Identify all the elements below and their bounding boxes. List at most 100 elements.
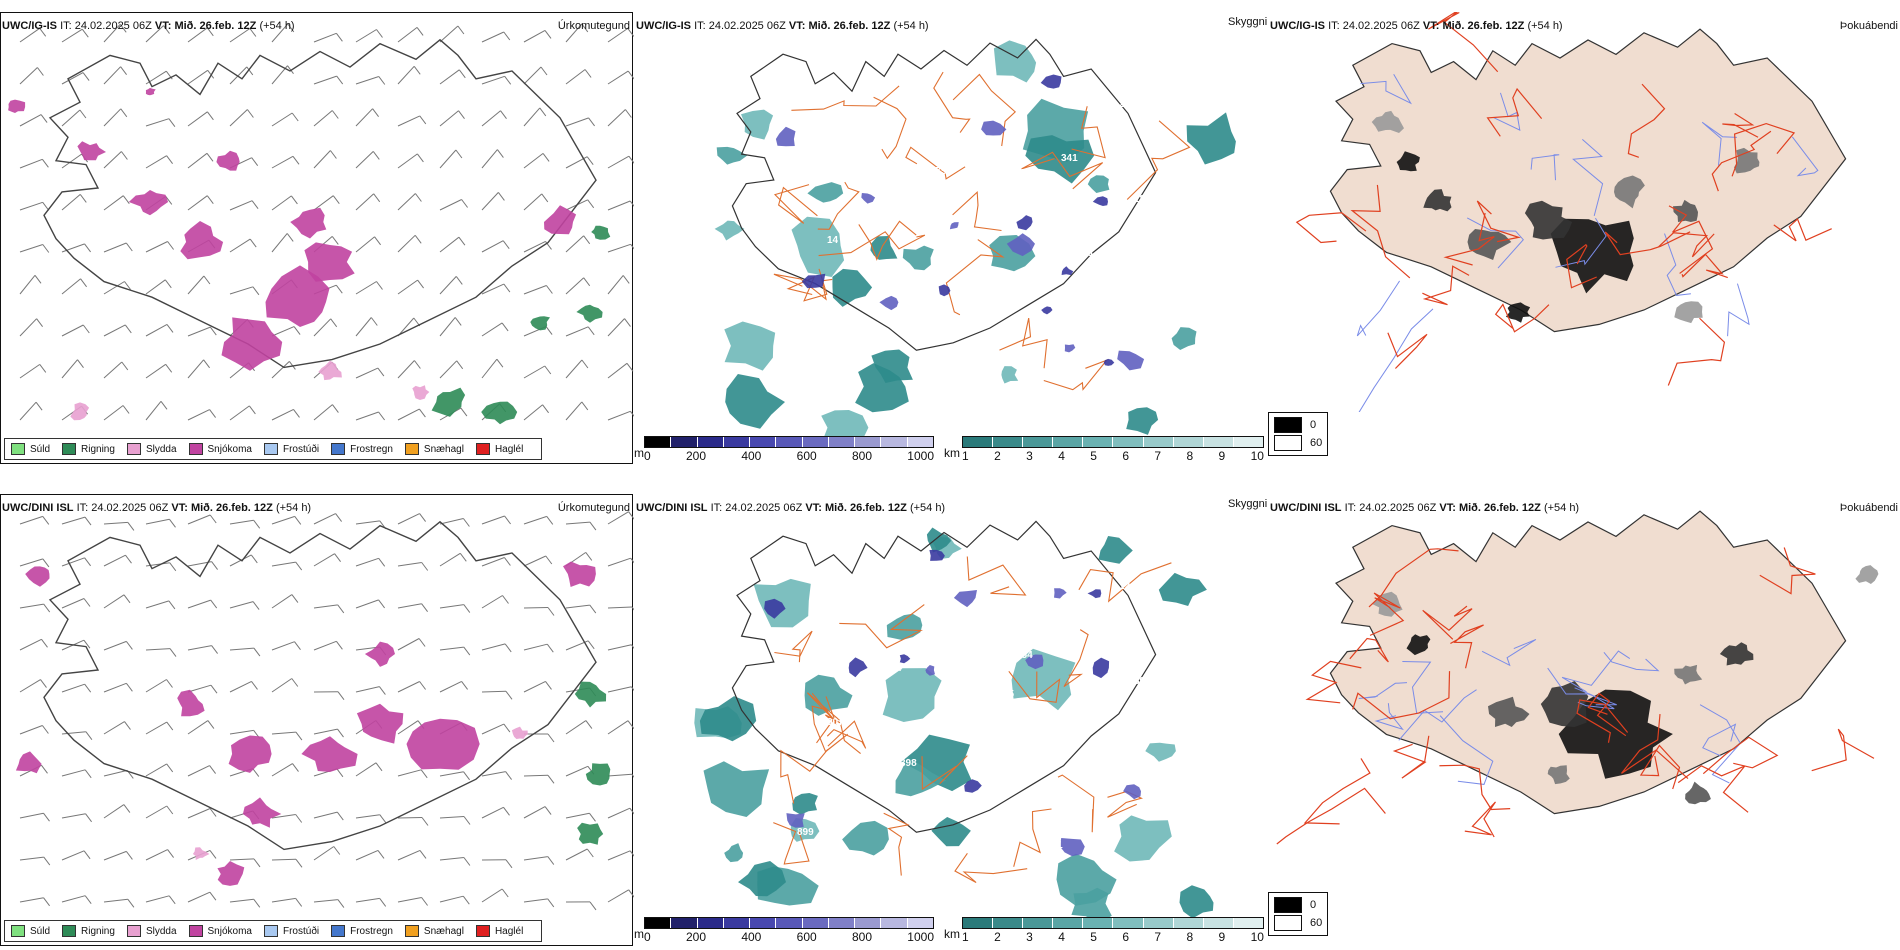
- precip-type-legend: Súld Rigning Slydda Snjókoma Frostúði Frostre…: [4, 920, 543, 942]
- legend-label: Frostregn: [350, 443, 393, 455]
- cloud-panel-bottom: 13 116 102 75 96 108 257 275 134 505 399 907 398 307 4…: [634, 494, 1266, 946]
- legend-label: Haglél: [494, 443, 524, 455]
- cloud-panel-top: 34 241 275 176 166 157 116 122 130 341 189 14 300 53 6…: [634, 12, 1266, 464]
- cloud-base-label: 977: [943, 609, 960, 620]
- colorbar-tick: 7: [1154, 930, 1162, 944]
- colorbar-cell: [723, 918, 751, 928]
- colorbar-cell: [671, 437, 698, 447]
- legend-label: Rigning: [81, 925, 115, 937]
- legend-label: Haglél: [494, 925, 524, 937]
- legend-label: Súld: [30, 443, 51, 455]
- colorbar-tick: 1000: [907, 930, 934, 944]
- colorbar-cell: [1023, 437, 1054, 447]
- legend-label: Snæhagl: [423, 443, 464, 455]
- cloud-base-label: 210: [885, 181, 902, 192]
- fog-legend-label: 60: [1310, 917, 1323, 929]
- cloud-base-unit-top: m: [634, 446, 644, 460]
- colorbar-cell: [1143, 918, 1174, 928]
- cloud-base-colorbar-top: 0 200 400 600 800 1000: [644, 436, 934, 463]
- cloud-base-label: 116: [857, 607, 874, 618]
- cloud-base-label: 399: [1134, 676, 1151, 687]
- colorbar-cell: [855, 437, 882, 447]
- cloud-map: 34 241 275 176 166 157 116 122 130 341 189 14 300 53 6…: [714, 38, 1236, 446]
- colorbar-cell: [963, 437, 994, 447]
- colorbar-tick: 1: [962, 930, 969, 944]
- colorbar-tick: 9: [1218, 930, 1226, 944]
- header-cloud-bottom: UWC/DINI ISL IT: 24.02.2025 06Z VT: Mið.…: [636, 502, 946, 514]
- colorbar-cell: [963, 918, 994, 928]
- fog-legend-swatch: [1274, 435, 1302, 451]
- fog-legend-label: 0: [1310, 419, 1317, 431]
- header-cloud-top: UWC/IG-IS IT: 24.02.2025 06Z VT: Mið. 26…: [636, 20, 929, 32]
- legend-swatch: [331, 443, 346, 455]
- cloud-base-label: 27: [1016, 168, 1028, 179]
- colorbar-cell: [1023, 918, 1054, 928]
- legend-item: Rigning: [62, 925, 115, 937]
- colorbar-cell: [855, 918, 882, 928]
- fog-legend-row: 60: [1274, 914, 1322, 932]
- legend-item: Frostúði: [263, 925, 319, 937]
- visibility-unit-top: km: [944, 446, 960, 460]
- colorbar-tick: 6: [1122, 930, 1129, 944]
- colorbar-tick: 200: [685, 930, 707, 944]
- legend-swatch: [331, 925, 346, 937]
- legend-label: Slydda: [145, 443, 177, 455]
- colorbar-tick: 2: [994, 930, 1001, 944]
- cloud-base-label: 300: [812, 622, 829, 633]
- legend-item: Frostúði: [263, 443, 320, 455]
- fog-legend-swatch: [1274, 915, 1302, 931]
- legend-item: Slydda: [126, 443, 177, 455]
- visibility-unit-bottom: km: [944, 927, 960, 941]
- colorbar-tick: 8: [1186, 449, 1194, 463]
- legend-item: Rigning: [62, 443, 115, 455]
- cloud-base-label: 116: [842, 330, 859, 341]
- fog-legend-row: 0: [1274, 896, 1322, 914]
- legend-swatch: [11, 925, 25, 937]
- colorbar-tick: 1000: [907, 449, 934, 463]
- fog-map: [1295, 12, 1847, 412]
- cloud-base-label: 398: [900, 758, 917, 769]
- panel-title-fog-bottom: Þokuábendi: [1839, 502, 1898, 514]
- colorbar-cell: [993, 918, 1024, 928]
- legend-label: Frostúði: [282, 443, 320, 455]
- panel-title-fog-top: Þokuábendi: [1839, 20, 1898, 32]
- legend-item: Haglél: [475, 443, 524, 455]
- cloud-base-unit-bottom: m: [634, 927, 644, 941]
- colorbar-tick: 5: [1090, 449, 1097, 463]
- legend-swatch: [404, 925, 419, 937]
- cloud-base-label: 157: [1149, 289, 1166, 300]
- cloud-base-label: 130: [988, 112, 1005, 123]
- cloud-base-label: 103: [1104, 304, 1121, 315]
- header-precip-top: UWC/IG-IS IT: 24.02.2025 06Z VT: Mið. 26…: [2, 20, 295, 32]
- colorbar-tick: 4: [1058, 449, 1065, 463]
- visibility-colorbar-top: 1 2 3 4 5 6 7 8 9 10: [962, 436, 1264, 463]
- header-precip-bottom: UWC/DINI ISL IT: 24.02.2025 06Z VT: Mið.…: [2, 502, 312, 514]
- legend-item: Snjókoma: [188, 443, 252, 455]
- legend-item: Súld: [11, 443, 50, 455]
- cloud-base-label: 122: [915, 371, 932, 382]
- colorbar-cell: [645, 437, 672, 447]
- cloud-base-label: 34: [784, 84, 796, 95]
- cloud-base-label: 68: [1046, 358, 1058, 369]
- cloud-base-label: 180: [812, 140, 829, 151]
- fog-legend-bottom: 0 60: [1268, 892, 1329, 936]
- colorbar-cell: [671, 918, 698, 928]
- colorbar-cell: [1053, 918, 1084, 928]
- legend-swatch: [475, 443, 490, 455]
- colorbar-cell: [776, 918, 803, 928]
- cloud-base-label: 108: [1149, 771, 1166, 782]
- colorbar-cell: [1233, 437, 1263, 447]
- colorbar-tick: 3: [1026, 449, 1033, 463]
- colorbar-tick: 200: [685, 449, 707, 463]
- legend-item: Snjókoma: [188, 925, 252, 937]
- cloud-base-label: 176: [1003, 207, 1020, 218]
- legend-item: Súld: [11, 925, 50, 937]
- cloud-base-label: 241: [857, 125, 874, 136]
- colorbar-tick: 1: [962, 449, 969, 463]
- colorbar-tick: 3: [1026, 930, 1033, 944]
- colorbar-cell: [828, 437, 856, 447]
- colorbar-cell: [881, 437, 908, 447]
- precip-type-map: [0, 494, 634, 946]
- panel-title-precip-bottom: Úrkomutegund: [557, 502, 630, 514]
- cloud-base-label: 224: [885, 663, 902, 674]
